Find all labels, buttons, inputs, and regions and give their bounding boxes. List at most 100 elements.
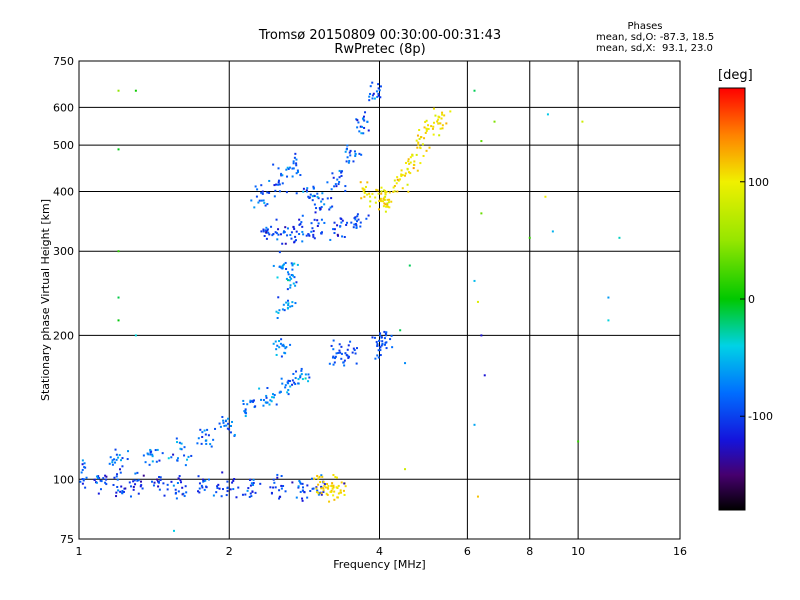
data-point xyxy=(264,229,267,232)
data-point xyxy=(178,475,181,478)
y-tick-label: 100 xyxy=(53,473,74,486)
data-point xyxy=(275,353,278,356)
data-point xyxy=(363,126,366,129)
data-point xyxy=(354,352,357,355)
data-point xyxy=(150,480,153,483)
data-point xyxy=(289,305,292,308)
data-point xyxy=(351,351,354,354)
data-point xyxy=(117,250,120,253)
data-point xyxy=(266,386,269,389)
data-point xyxy=(432,121,435,124)
data-point xyxy=(249,484,252,487)
data-point xyxy=(332,484,335,487)
data-point xyxy=(355,362,358,365)
data-point xyxy=(395,182,398,185)
data-point xyxy=(376,354,379,357)
data-point xyxy=(260,230,263,233)
data-point xyxy=(81,468,84,471)
data-point xyxy=(320,487,323,490)
data-point xyxy=(294,152,297,155)
data-point xyxy=(354,153,357,156)
data-point xyxy=(82,478,85,481)
data-point xyxy=(303,491,306,494)
data-point xyxy=(176,459,179,462)
data-point xyxy=(167,457,170,460)
data-point xyxy=(244,409,247,412)
data-point xyxy=(363,195,366,198)
data-point xyxy=(212,438,215,441)
data-point xyxy=(225,419,228,422)
data-point xyxy=(215,491,218,494)
data-point xyxy=(250,400,253,403)
data-point xyxy=(389,338,392,341)
colorbar-unit-label: [deg] xyxy=(718,68,753,83)
data-point xyxy=(369,85,372,88)
data-point xyxy=(178,441,181,444)
data-point xyxy=(473,279,476,282)
data-point xyxy=(275,403,278,406)
data-point xyxy=(114,448,117,451)
data-point xyxy=(385,334,388,337)
data-point xyxy=(275,218,278,221)
data-point xyxy=(324,486,327,489)
data-point xyxy=(384,332,387,335)
data-point xyxy=(354,223,357,226)
data-point xyxy=(146,452,149,455)
data-point xyxy=(254,405,257,408)
data-point xyxy=(233,433,236,436)
data-point xyxy=(302,486,305,489)
data-point xyxy=(175,497,178,500)
data-point xyxy=(304,373,307,376)
data-point xyxy=(261,190,264,193)
data-point xyxy=(267,231,270,234)
data-point xyxy=(269,486,272,489)
data-point xyxy=(320,485,323,488)
data-point xyxy=(343,364,346,367)
data-point xyxy=(364,111,367,114)
data-point xyxy=(277,183,280,186)
data-point xyxy=(249,399,252,402)
phase-stat-x-mode: mean, sd,X: 93.1, 23.0 xyxy=(596,43,713,54)
data-point xyxy=(163,494,166,497)
data-point xyxy=(369,200,372,203)
data-point xyxy=(293,262,296,265)
data-point xyxy=(81,459,84,462)
data-point xyxy=(331,172,334,175)
data-point xyxy=(119,490,122,493)
data-point xyxy=(99,488,102,491)
data-point xyxy=(366,193,369,196)
data-point xyxy=(328,500,331,503)
data-point xyxy=(260,199,263,202)
y-tick-label: 500 xyxy=(53,139,74,152)
data-point xyxy=(295,192,298,195)
data-point xyxy=(367,129,370,132)
data-point xyxy=(355,226,358,229)
data-point xyxy=(317,492,320,495)
data-point xyxy=(393,185,396,188)
data-point xyxy=(295,162,298,165)
data-point xyxy=(618,236,621,239)
data-point xyxy=(117,319,120,322)
data-point xyxy=(177,477,180,480)
data-point xyxy=(187,455,190,458)
data-point xyxy=(289,385,292,388)
data-point xyxy=(338,169,341,172)
data-point xyxy=(260,398,263,401)
trace-e-layer-band xyxy=(79,471,326,502)
data-point xyxy=(201,486,204,489)
data-point xyxy=(144,461,147,464)
data-point xyxy=(321,475,324,478)
data-point xyxy=(113,458,116,461)
data-point xyxy=(404,362,407,365)
y-tick-label: 400 xyxy=(53,185,74,198)
data-point xyxy=(246,489,249,492)
data-point xyxy=(294,383,297,386)
data-point xyxy=(291,305,294,308)
data-point xyxy=(272,264,275,267)
data-point xyxy=(117,89,120,92)
data-point xyxy=(248,495,251,498)
data-point xyxy=(310,230,313,233)
data-point xyxy=(383,330,386,333)
data-point xyxy=(221,488,224,491)
